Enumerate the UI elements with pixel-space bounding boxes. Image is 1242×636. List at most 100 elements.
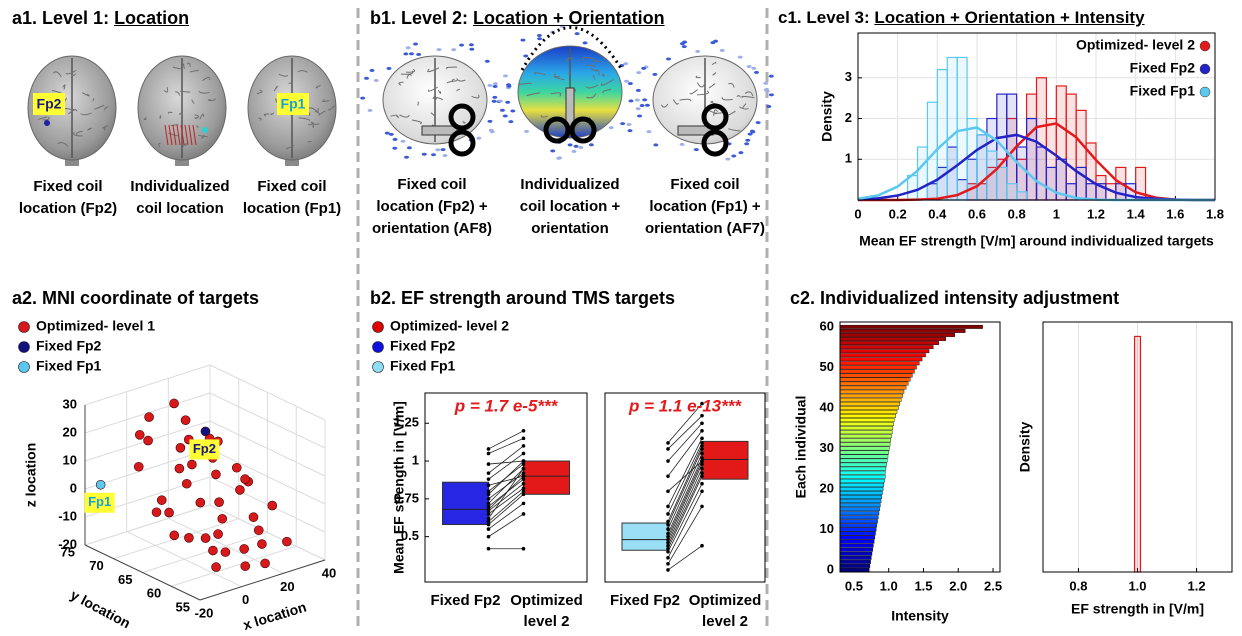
- sulcus: [270, 112, 275, 115]
- bar: [839, 564, 871, 568]
- subject-point: [700, 401, 704, 406]
- point: [220, 547, 231, 557]
- subject-point: [521, 429, 526, 433]
- sulcus: [518, 82, 532, 85]
- subject-point: [700, 489, 704, 494]
- field-dot: [550, 149, 556, 153]
- coil-wing: [448, 129, 476, 157]
- pair-line: [488, 503, 524, 530]
- field-dot: [624, 79, 630, 83]
- point: [95, 479, 106, 490]
- subject-point: [666, 568, 670, 572]
- x-tick-label: 0.8: [1069, 578, 1087, 593]
- subject-point: [486, 507, 491, 512]
- subject-point: [666, 546, 670, 551]
- field-dot: [639, 104, 645, 108]
- y-tick-label: 75: [61, 544, 75, 559]
- sulcus: [68, 109, 78, 115]
- sulcus: [601, 73, 605, 77]
- sulcus: [568, 72, 572, 75]
- sulcus: [427, 67, 440, 73]
- bar: [839, 414, 896, 418]
- sulcus: [533, 72, 546, 76]
- subject-point: [486, 519, 491, 524]
- legend-marker: [372, 341, 384, 353]
- point: [133, 461, 144, 472]
- sulcus: [405, 68, 416, 73]
- caption: Fixed coil location (Fp2) + orientation …: [372, 176, 492, 237]
- bar: [839, 458, 888, 463]
- pair-line: [667, 422, 703, 462]
- subject-point: [700, 436, 704, 441]
- x-tick-label: -20: [195, 605, 214, 620]
- grid-line: [209, 504, 326, 561]
- field-dot: [505, 100, 511, 104]
- x-tick-label: Optimized level 2: [510, 592, 583, 630]
- x-tick-label: 2.5: [984, 578, 1002, 593]
- coil-wing: [448, 103, 476, 131]
- sulcus: [553, 76, 565, 81]
- grid-line: [209, 420, 326, 477]
- panel-title: b2. EF strength around TMS targets: [370, 288, 676, 308]
- sulcus: [199, 113, 205, 120]
- subject-point: [486, 447, 491, 451]
- field-dot: [571, 149, 577, 153]
- hist-bar: [1016, 191, 1028, 201]
- coil-wing: [543, 116, 571, 144]
- sulcus: [564, 57, 572, 62]
- pair-line: [667, 545, 703, 571]
- sulcus: [65, 69, 77, 75]
- subject-point: [486, 497, 491, 501]
- x-tick-label: 1: [1053, 206, 1060, 221]
- point: [260, 558, 270, 569]
- sulcus: [170, 124, 179, 127]
- sulcus: [178, 112, 183, 115]
- sulcus: [600, 79, 614, 86]
- field-dot: [459, 43, 465, 47]
- point: [180, 415, 191, 425]
- sulcus: [175, 91, 181, 96]
- subject-point: [666, 537, 670, 542]
- bar: [839, 450, 889, 455]
- bar: [839, 333, 955, 337]
- sulcus: [696, 82, 705, 88]
- sulcus: [602, 88, 612, 94]
- field-dot: [753, 70, 759, 74]
- field-dot: [710, 41, 716, 45]
- sulcus: [456, 78, 466, 82]
- point: [184, 533, 194, 543]
- field-dot: [523, 54, 529, 58]
- coil-wing: [701, 103, 729, 131]
- point: [240, 474, 250, 484]
- y-tick-label: 65: [118, 572, 132, 587]
- subject-point: [666, 531, 670, 536]
- subject-point: [666, 519, 670, 524]
- target-trace: [172, 124, 177, 146]
- field-dot: [502, 74, 508, 78]
- panel-title: a1. Level 1: Location: [12, 8, 190, 28]
- sulcus: [196, 125, 199, 128]
- legend-label: Fixed Fp2: [390, 338, 456, 354]
- field-dot: [386, 66, 392, 70]
- y-axis-label: Density: [1017, 422, 1033, 473]
- subject-point: [486, 462, 491, 466]
- pair-line: [488, 513, 524, 537]
- sulcus: [399, 114, 410, 118]
- sulcus: [80, 112, 92, 116]
- subject-point: [666, 441, 670, 445]
- field-dot: [567, 143, 573, 147]
- target-trace: [176, 124, 181, 146]
- sulcus: [172, 66, 183, 70]
- y-axis-label: Mean EF strength in [V/m]: [391, 401, 407, 574]
- subject-point: [521, 481, 526, 486]
- subject-point: [666, 489, 670, 494]
- y-tick-label: 3: [845, 69, 852, 84]
- sulcus: [417, 101, 419, 106]
- field-dot: [502, 114, 508, 118]
- sulcus: [736, 95, 741, 98]
- plot-frame: [424, 392, 588, 583]
- y-tick-label: 0.75: [394, 490, 419, 505]
- subject-point: [666, 540, 670, 545]
- field-dot: [755, 121, 761, 125]
- legend-label: Fixed Fp1: [1130, 83, 1196, 99]
